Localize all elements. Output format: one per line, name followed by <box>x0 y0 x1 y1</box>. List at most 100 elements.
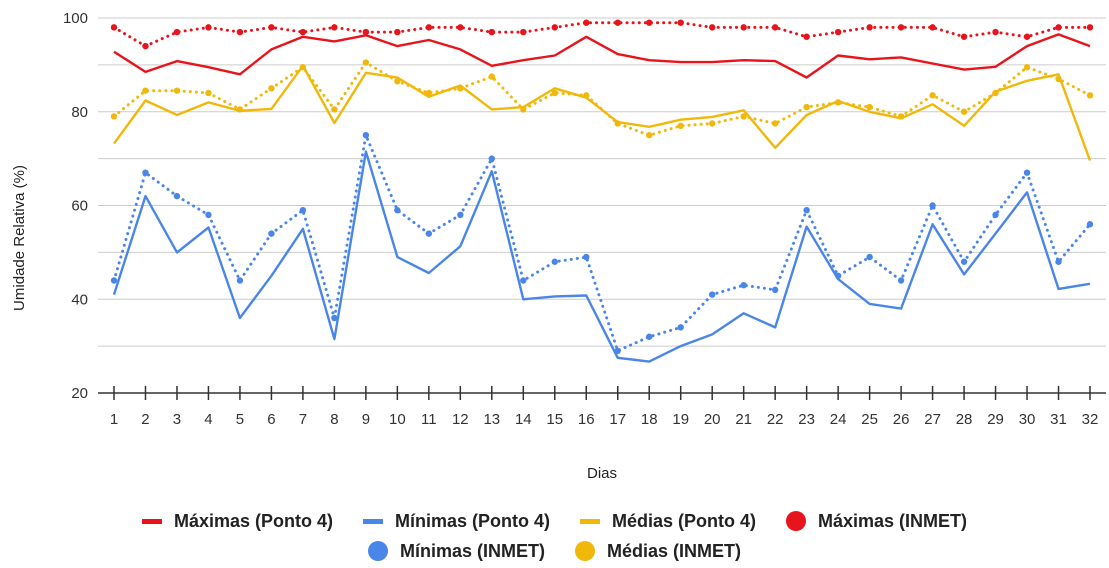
data-point <box>425 230 433 237</box>
data-point <box>205 24 212 31</box>
data-point <box>897 24 905 31</box>
grid-lines <box>98 17 1106 394</box>
data-point <box>173 87 181 94</box>
y-tick-label: 60 <box>71 198 88 215</box>
legend: Máximas (Ponto 4) Mínimas (Ponto 4) Médi… <box>0 506 1109 566</box>
x-tick-label: 31 <box>1050 411 1067 428</box>
x-tick-label: 21 <box>735 411 752 428</box>
data-point <box>834 99 842 106</box>
data-point <box>457 24 464 31</box>
data-point <box>708 24 716 31</box>
data-point <box>992 28 999 36</box>
data-point <box>488 28 496 36</box>
x-tick-label: 16 <box>578 411 595 428</box>
data-point <box>992 89 999 97</box>
data-point <box>929 202 936 209</box>
data-point <box>1023 64 1031 71</box>
data-point <box>268 230 275 237</box>
data-point <box>771 120 779 127</box>
data-point <box>551 258 558 265</box>
series-0 <box>113 33 1091 79</box>
data-point <box>110 113 118 120</box>
data-point <box>960 258 968 265</box>
legend-item-medias-ponto4[interactable]: Médias (Ponto 4) <box>580 511 756 532</box>
series-1 <box>112 150 1091 363</box>
legend-item-minimas-inmet[interactable]: Mínimas (INMET) <box>367 540 545 562</box>
legend-item-minimas-ponto4[interactable]: Mínimas (Ponto 4) <box>362 511 550 532</box>
data-point <box>205 211 212 219</box>
data-point <box>740 113 747 120</box>
data-point <box>646 333 653 340</box>
data-point <box>331 24 338 31</box>
data-point <box>803 103 810 111</box>
data-point <box>268 85 275 92</box>
data-point <box>834 272 842 280</box>
x-tick-label: 8 <box>330 411 338 428</box>
data-point <box>268 24 275 31</box>
legend-swatch-line <box>362 518 383 524</box>
x-tick-label: 24 <box>830 411 847 428</box>
x-tick-label: 14 <box>515 411 532 428</box>
legend-item-medias-inmet[interactable]: Médias (INMET) <box>575 541 741 562</box>
data-point <box>803 206 810 214</box>
y-tick-label: 100 <box>63 10 88 27</box>
data-point <box>1023 33 1031 40</box>
x-tick-label: 9 <box>362 411 370 428</box>
data-point <box>457 211 464 219</box>
data-point <box>488 155 496 162</box>
data-point <box>897 277 905 284</box>
x-tick-label: 19 <box>672 411 689 428</box>
x-tick-label: 25 <box>861 411 878 428</box>
x-tick-labels: 1 2 3 4 5 6 7 8 9 10 11 12 13 14 15 16 17 18 19 20 21 22 23 24 2… <box>110 411 1099 428</box>
legend-label: Mínimas (INMET) <box>399 540 545 561</box>
data-point <box>614 347 621 355</box>
data-point <box>708 120 716 127</box>
series-line <box>112 61 1092 137</box>
x-tick-label: 15 <box>546 411 563 428</box>
data-point <box>142 169 149 176</box>
x-tick-label: 28 <box>956 411 973 428</box>
x-tick-label: 13 <box>483 411 500 428</box>
data-point <box>551 89 558 97</box>
series-line <box>112 150 1091 363</box>
data-point <box>520 277 527 284</box>
series-3 <box>110 19 1094 50</box>
legend-item-maximas-ponto4[interactable]: Máximas (Ponto 4) <box>141 511 333 532</box>
x-tick-label: 2 <box>141 411 149 428</box>
x-tick-label: 20 <box>704 411 721 428</box>
legend-swatch-dot <box>367 541 388 561</box>
data-point <box>614 120 621 127</box>
data-point <box>362 28 370 36</box>
data-point <box>457 85 464 92</box>
data-point <box>110 24 118 31</box>
legend-row-2: Mínimas (INMET) Médias (INMET) <box>0 536 1109 566</box>
series-group <box>110 19 1094 363</box>
y-tick-label: 20 <box>71 385 88 402</box>
data-point <box>362 131 370 139</box>
data-point <box>646 19 653 26</box>
data-point <box>299 64 307 71</box>
legend-swatch-dot <box>575 541 595 561</box>
data-point <box>205 89 212 97</box>
legend-swatch-line <box>580 518 600 524</box>
data-point <box>362 59 370 66</box>
data-point <box>677 19 684 26</box>
data-point <box>142 42 149 50</box>
legend-swatch-line <box>141 518 162 524</box>
data-point <box>394 78 401 85</box>
data-point <box>992 211 999 219</box>
data-point <box>173 192 181 200</box>
data-point <box>173 28 181 36</box>
data-point <box>331 106 338 113</box>
x-tick-label: 22 <box>767 411 784 428</box>
legend-item-maximas-inmet[interactable]: Máximas (INMET) <box>786 511 967 532</box>
data-point <box>677 122 684 130</box>
data-point <box>1055 75 1062 83</box>
x-tick-label: 27 <box>924 411 941 428</box>
data-point <box>1055 24 1062 31</box>
x-tick-label: 10 <box>389 411 406 428</box>
legend-label: Médias (Ponto 4) <box>612 510 757 531</box>
data-point <box>834 28 842 36</box>
data-point <box>520 106 527 113</box>
